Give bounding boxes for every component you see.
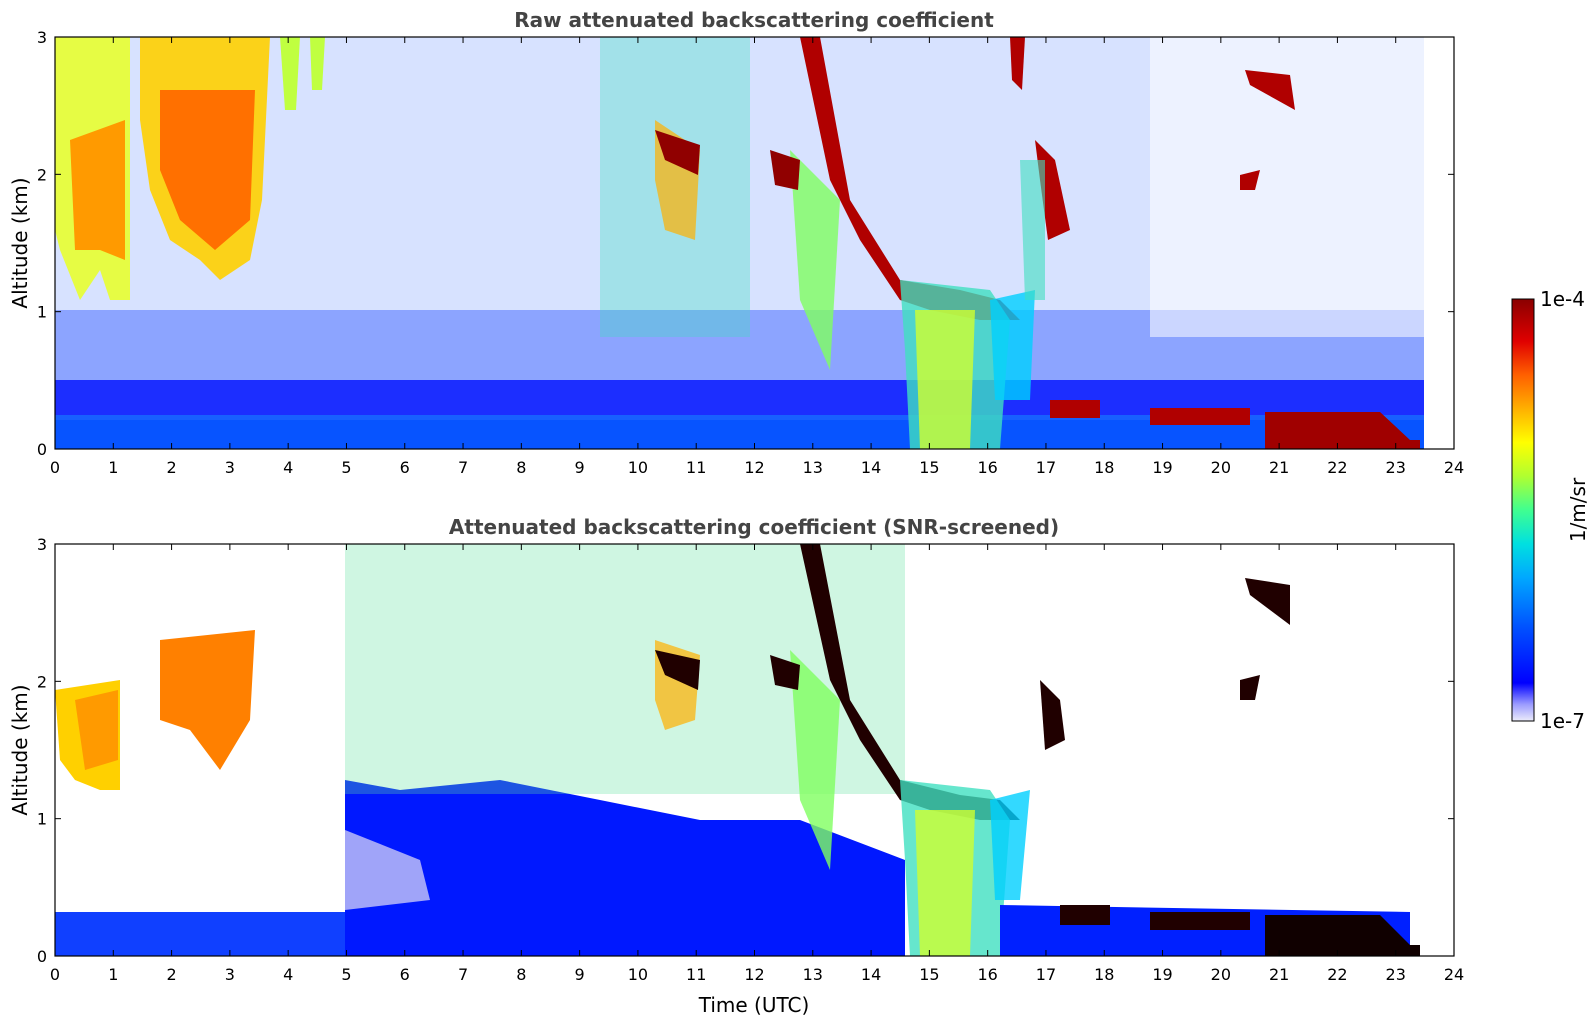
- x-tick-label-raw: 11: [686, 458, 706, 477]
- x-tick-label-screened: 12: [744, 965, 764, 984]
- x-tick-label-screened: 21: [1269, 965, 1289, 984]
- y-tick-label-raw: 0: [37, 440, 47, 459]
- x-tick-label-screened: 19: [1152, 965, 1172, 984]
- y-axis-label-screened: Altitude (km): [8, 684, 32, 815]
- x-tick-label-raw: 2: [166, 458, 176, 477]
- x-tick-label-raw: 8: [516, 458, 526, 477]
- x-tick-label-raw: 10: [628, 458, 648, 477]
- colorbar: 1e-4 1e-7 1/m/sr: [1511, 287, 1590, 733]
- colorbar-max-label: 1e-4: [1540, 287, 1585, 311]
- x-tick-label-screened: 9: [575, 965, 585, 984]
- x-tick-label-raw: 7: [458, 458, 468, 477]
- x-tick-label-screened: 15: [919, 965, 939, 984]
- x-tick-label-raw: 0: [50, 458, 60, 477]
- x-tick-label-screened: 14: [861, 965, 881, 984]
- x-tick-label-raw: 12: [744, 458, 764, 477]
- x-tick-label-screened: 24: [1444, 965, 1464, 984]
- x-tick-label-screened: 1: [108, 965, 118, 984]
- y-tick-label-raw: 2: [37, 165, 47, 184]
- heatmap-screened: [55, 544, 1454, 956]
- x-tick-label-screened: 4: [283, 965, 293, 984]
- colorbar-gradient: [1511, 298, 1535, 722]
- x-tick-label-raw: 14: [861, 458, 881, 477]
- x-tick-label-screened: 17: [1036, 965, 1056, 984]
- y-tick-label-screened: 3: [37, 535, 47, 554]
- y-axis-screened: 0 1 2 3: [37, 535, 1454, 966]
- x-tick-label-screened: 16: [977, 965, 997, 984]
- x-tick-label-raw: 3: [225, 458, 235, 477]
- x-tick-label-screened: 20: [1211, 965, 1231, 984]
- x-tick-label-screened: 10: [628, 965, 648, 984]
- x-tick-label-raw: 4: [283, 458, 293, 477]
- chart-title-raw: Raw attenuated backscattering coefficien…: [514, 8, 994, 32]
- x-tick-label-screened: 11: [686, 965, 706, 984]
- y-tick-label-raw: 1: [37, 303, 47, 322]
- x-tick-label-raw: 23: [1386, 458, 1406, 477]
- chart-title-screened: Attenuated backscattering coefficient (S…: [449, 515, 1059, 539]
- y-tick-label-screened: 0: [37, 947, 47, 966]
- x-tick-label-raw: 16: [977, 458, 997, 477]
- x-tick-label-raw: 22: [1327, 458, 1347, 477]
- x-tick-label-screened: 0: [50, 965, 60, 984]
- colorbar-min-label: 1e-7: [1540, 709, 1585, 733]
- y-tick-label-screened: 1: [37, 810, 47, 829]
- panel-screened: Attenuated backscattering coefficient (S…: [8, 515, 1464, 1017]
- x-tick-label-raw: 5: [341, 458, 351, 477]
- x-tick-label-raw: 17: [1036, 458, 1056, 477]
- x-tick-label-raw: 19: [1152, 458, 1172, 477]
- x-tick-label-screened: 5: [341, 965, 351, 984]
- x-tick-label-raw: 18: [1094, 458, 1114, 477]
- colorbar-unit-label: 1/m/sr: [1566, 477, 1590, 542]
- x-tick-label-screened: 6: [400, 965, 410, 984]
- x-tick-label-screened: 8: [516, 965, 526, 984]
- heatmap-raw: [55, 37, 1454, 449]
- x-tick-label-raw: 1: [108, 458, 118, 477]
- x-tick-label-raw: 21: [1269, 458, 1289, 477]
- x-tick-label-raw: 20: [1211, 458, 1231, 477]
- x-tick-label-screened: 2: [166, 965, 176, 984]
- y-tick-label-raw: 3: [37, 28, 47, 47]
- x-tick-label-raw: 6: [400, 458, 410, 477]
- x-tick-label-raw: 13: [803, 458, 823, 477]
- x-tick-label-raw: 15: [919, 458, 939, 477]
- x-axis-label-screened: Time (UTC): [698, 993, 810, 1017]
- x-tick-label-raw: 24: [1444, 458, 1464, 477]
- x-tick-label-screened: 7: [458, 965, 468, 984]
- x-tick-label-screened: 18: [1094, 965, 1114, 984]
- x-tick-label-screened: 23: [1386, 965, 1406, 984]
- x-tick-label-screened: 3: [225, 965, 235, 984]
- x-tick-label-screened: 22: [1327, 965, 1347, 984]
- x-tick-label-screened: 13: [803, 965, 823, 984]
- panel-raw: Raw attenuated backscattering coefficien…: [8, 8, 1464, 477]
- x-tick-label-raw: 9: [575, 458, 585, 477]
- y-axis-raw: 0 1 2 3: [37, 28, 1454, 459]
- x-axis-raw: 0 1 2 3 4 5 6 7 8 9 10 11 12 13 14 15 16 17 18 19 20 21 22 23 24: [50, 37, 1464, 477]
- y-axis-label-raw: Altitude (km): [8, 177, 32, 308]
- y-tick-label-screened: 2: [37, 672, 47, 691]
- x-axis-screened: 0 1 2 3 4 5 6 7 8 9 10 11 12 13 14 15 16 17 18 19 20 21 22 23 24: [50, 544, 1464, 984]
